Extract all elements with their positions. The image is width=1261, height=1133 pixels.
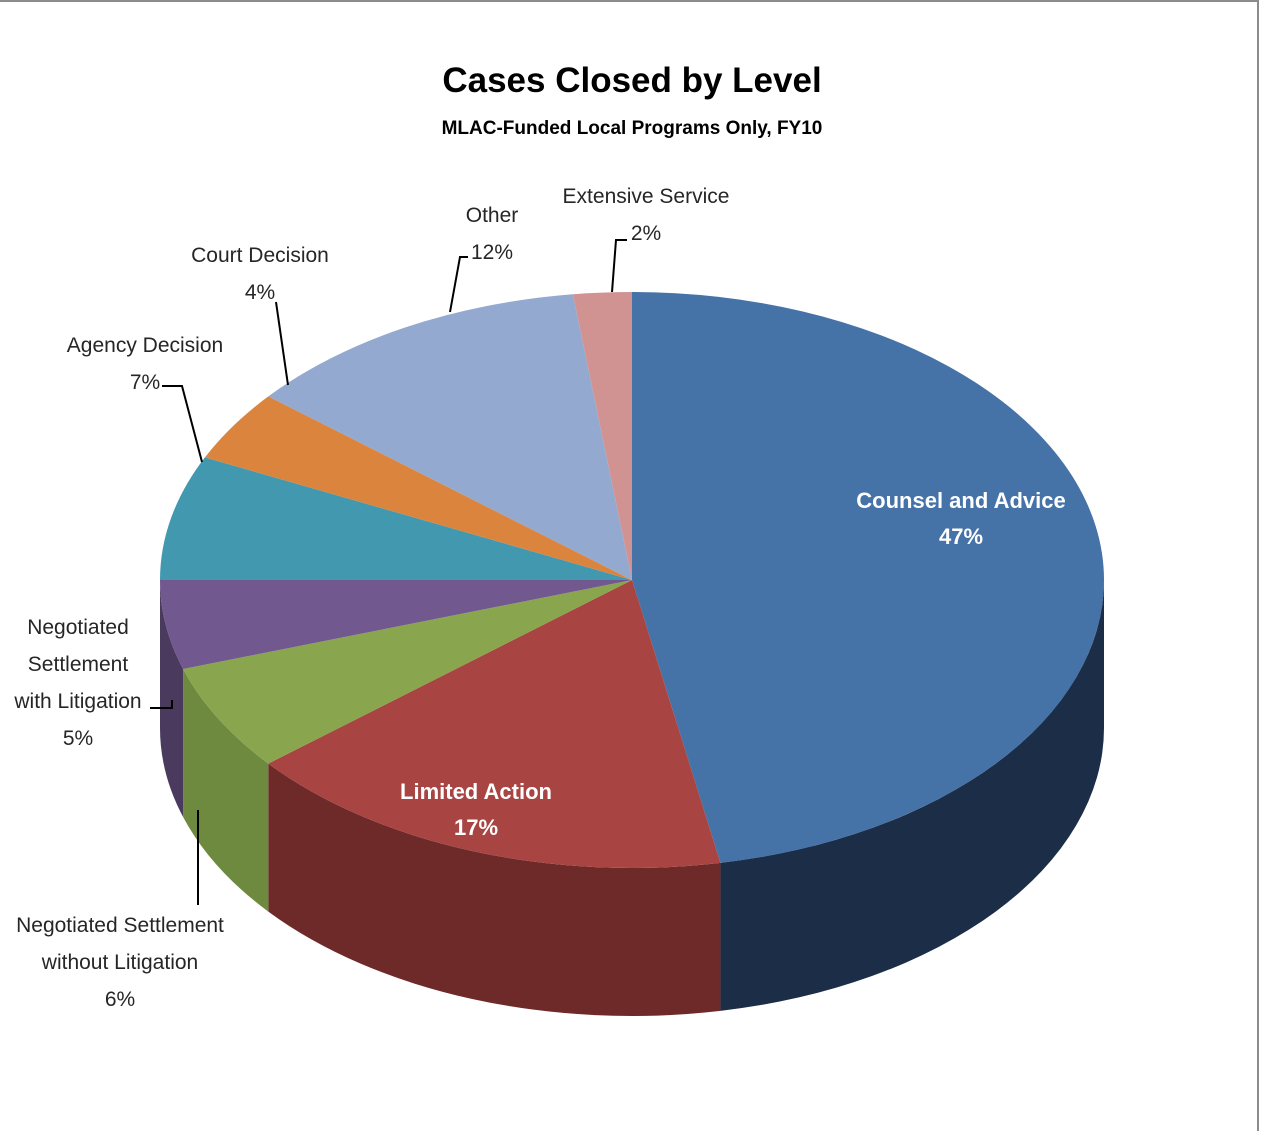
- data-label-counsel-pct: 47%: [939, 524, 983, 549]
- slice-extensive: [572, 292, 632, 580]
- chart-subtitle: MLAC-Funded Local Programs Only, FY10: [442, 118, 823, 139]
- chart-title: Cases Closed by Level: [442, 61, 821, 100]
- data-label-negwith-line-3: with Litigation: [13, 690, 141, 713]
- leader-line-negwith: [150, 700, 173, 709]
- slice-agency: [160, 457, 632, 580]
- data-label-negwith-pct: 5%: [63, 727, 93, 750]
- data-label-limited-pct: 17%: [454, 815, 498, 840]
- data-label-negwithout-pct: 6%: [105, 988, 135, 1011]
- data-label-other: Other: [466, 204, 519, 227]
- data-label-counsel: Counsel and Advice: [856, 488, 1065, 513]
- slice-court: [204, 396, 632, 580]
- data-label-court-pct: 4%: [245, 281, 275, 304]
- data-label-agency: Agency Decision: [67, 334, 223, 357]
- data-label-negwithout-line-2: without Litigation: [41, 951, 198, 974]
- slice-side-limited: [268, 763, 721, 1016]
- slice-other: [268, 294, 632, 580]
- pie-sides: [160, 580, 1104, 1016]
- leader-line-agency: [162, 385, 203, 463]
- leader-line-court: [275, 301, 289, 386]
- pie-slices: [160, 292, 1104, 868]
- leader-lines: [150, 239, 627, 905]
- slice-negwith: [160, 580, 632, 669]
- leader-line-other: [449, 256, 468, 313]
- data-label-negwith-line-1: Negotiated: [27, 616, 129, 639]
- slice-counsel: [632, 292, 1104, 863]
- data-label-court: Court Decision: [191, 244, 329, 267]
- data-label-other-pct: 12%: [471, 241, 513, 264]
- slice-limited: [268, 580, 721, 868]
- data-label-negwithout-line-1: Negotiated Settlement: [16, 914, 224, 937]
- data-label-limited: Limited Action: [400, 779, 552, 804]
- slice-negwithout: [183, 580, 632, 764]
- data-label-agency-pct: 7%: [130, 371, 160, 394]
- data-labels: Counsel and Advice 47% Limited Action 17% Ne…: [13, 185, 1065, 1011]
- slice-side-negwithout: [183, 668, 269, 912]
- data-label-extensive-pct: 2%: [631, 222, 661, 245]
- slice-side-negwith: [160, 580, 184, 817]
- leader-line-extensive: [611, 239, 627, 293]
- data-label-extensive: Extensive Service: [563, 185, 730, 208]
- slice-side-counsel: [720, 580, 1104, 1011]
- data-label-negwith-line-2: Settlement: [28, 653, 129, 676]
